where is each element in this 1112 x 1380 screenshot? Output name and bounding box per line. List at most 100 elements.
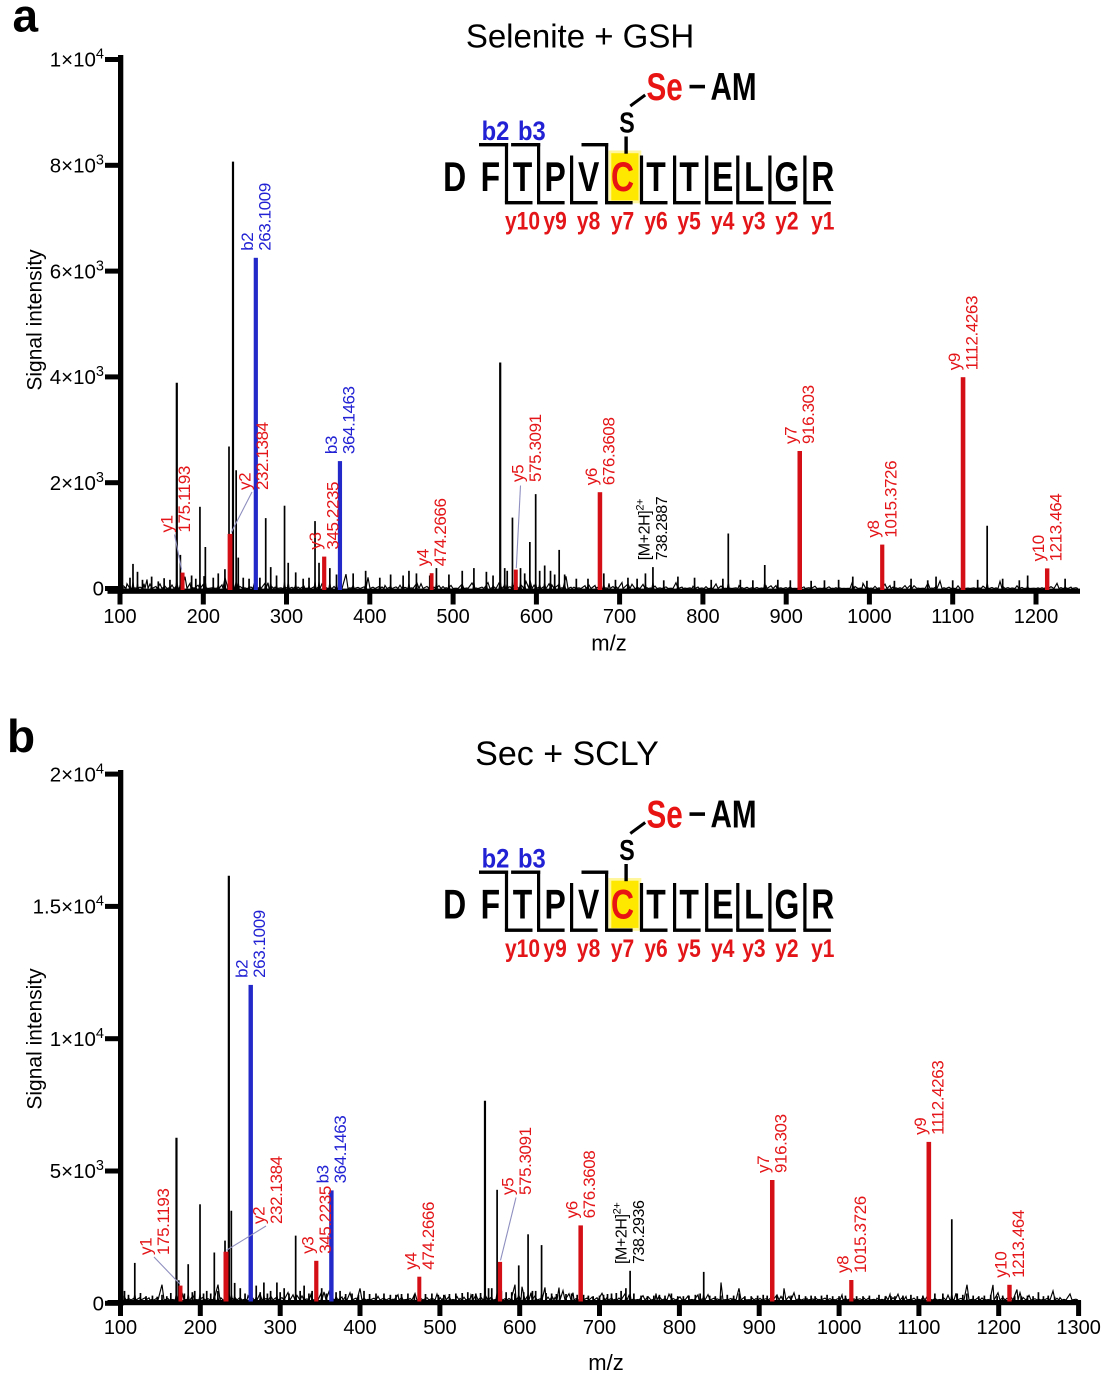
svg-text:C: C: [611, 153, 634, 200]
svg-text:0: 0: [93, 578, 104, 601]
svg-text:Sec + SCLY: Sec + SCLY: [475, 735, 659, 773]
svg-text:600: 600: [503, 1317, 536, 1339]
svg-text:y81015.3726: y81015.3726: [864, 461, 901, 538]
svg-text:R: R: [811, 880, 834, 927]
svg-text:2×104: 2×104: [50, 761, 104, 786]
svg-text:y2: y2: [775, 207, 798, 235]
svg-text:800: 800: [663, 1317, 696, 1339]
svg-text:8×103: 8×103: [50, 153, 104, 178]
svg-text:y4474.2666: y4474.2666: [414, 498, 451, 566]
svg-text:1.5×104: 1.5×104: [33, 894, 104, 919]
svg-text:Signal intensity: Signal intensity: [24, 968, 47, 1110]
svg-text:D: D: [443, 880, 466, 927]
svg-text:y1: y1: [811, 207, 834, 235]
svg-text:y5575.3091: y5575.3091: [499, 1127, 536, 1195]
svg-text:AM: AM: [711, 66, 757, 109]
svg-text:500: 500: [436, 606, 469, 628]
svg-text:C: C: [611, 880, 634, 927]
svg-text:S: S: [619, 833, 634, 866]
svg-text:b3364.1463: b3364.1463: [322, 386, 359, 454]
svg-text:b3364.1463: b3364.1463: [313, 1116, 350, 1184]
svg-text:y2232.1384: y2232.1384: [250, 1156, 287, 1224]
svg-text:y4474.2666: y4474.2666: [401, 1202, 438, 1270]
svg-text:1300: 1300: [1056, 1317, 1101, 1339]
svg-text:y8: y8: [577, 934, 600, 962]
svg-text:y2232.1384: y2232.1384: [236, 422, 273, 490]
svg-text:G: G: [774, 880, 799, 927]
svg-text:R: R: [811, 153, 834, 200]
svg-text:1200: 1200: [1014, 606, 1059, 628]
svg-text:Se: Se: [647, 66, 683, 109]
svg-text:V: V: [578, 880, 599, 927]
svg-text:100: 100: [104, 1317, 137, 1339]
svg-text:y1175.1193: y1175.1193: [137, 1189, 174, 1255]
svg-text:L: L: [744, 153, 764, 200]
svg-text:y4: y4: [711, 207, 734, 235]
svg-text:y7: y7: [611, 207, 634, 235]
svg-text:y9: y9: [543, 934, 566, 962]
svg-text:200: 200: [187, 606, 220, 628]
svg-text:y8: y8: [577, 207, 600, 235]
svg-text:400: 400: [353, 606, 386, 628]
svg-text:[M+2H]2+738.2887: [M+2H]2+ 738.2887: [634, 496, 671, 560]
svg-text:y101213.464: y101213.464: [992, 1210, 1029, 1278]
svg-text:1×104: 1×104: [50, 1026, 104, 1051]
svg-text:m/z: m/z: [588, 1350, 623, 1375]
svg-text:1100: 1100: [897, 1317, 940, 1339]
svg-text:b2: b2: [482, 117, 510, 147]
svg-text:V: V: [578, 153, 599, 200]
svg-text:1000: 1000: [817, 1317, 862, 1339]
svg-text:y3: y3: [742, 934, 765, 962]
svg-text:E: E: [712, 153, 733, 200]
svg-text:P: P: [544, 880, 565, 927]
svg-text:y101213.464: y101213.464: [1029, 494, 1066, 562]
svg-text:y6: y6: [644, 207, 667, 235]
svg-text:y3345.2235: y3345.2235: [298, 1186, 335, 1254]
svg-text:b2: b2: [482, 844, 510, 874]
svg-text:300: 300: [264, 1317, 297, 1339]
svg-text:y4: y4: [711, 934, 734, 962]
svg-text:b3: b3: [518, 117, 546, 147]
svg-text:800: 800: [686, 606, 719, 628]
svg-text:Selenite + GSH: Selenite + GSH: [466, 18, 694, 55]
svg-text:1100: 1100: [931, 606, 974, 628]
svg-text:T: T: [646, 153, 666, 200]
svg-text:900: 900: [770, 606, 803, 628]
svg-text:P: P: [544, 153, 565, 200]
svg-text:300: 300: [270, 606, 303, 628]
svg-text:T: T: [513, 880, 533, 927]
svg-text:y3: y3: [742, 207, 765, 235]
svg-text:2×103: 2×103: [50, 470, 104, 495]
svg-text:T: T: [646, 880, 666, 927]
svg-text:600: 600: [520, 606, 553, 628]
svg-text:y81015.3726: y81015.3726: [833, 1196, 870, 1273]
svg-text:F: F: [481, 153, 501, 200]
svg-text:700: 700: [583, 1317, 616, 1339]
svg-text:y10: y10: [505, 207, 540, 235]
svg-text:T: T: [679, 880, 699, 927]
svg-text:y10: y10: [505, 934, 540, 962]
svg-text:AM: AM: [711, 794, 757, 837]
svg-text:b: b: [7, 710, 35, 762]
svg-text:D: D: [443, 153, 466, 200]
svg-text:b2263.1009: b2263.1009: [238, 183, 274, 251]
svg-text:F: F: [481, 880, 501, 927]
svg-text:4×103: 4×103: [50, 364, 104, 389]
svg-text:900: 900: [743, 1317, 776, 1339]
svg-text:y91112.4263: y91112.4263: [911, 1061, 948, 1135]
svg-text:Se: Se: [647, 794, 683, 837]
svg-text:E: E: [712, 880, 733, 927]
svg-text:0: 0: [93, 1293, 104, 1316]
svg-text:m/z: m/z: [591, 631, 626, 656]
svg-text:y5: y5: [677, 207, 700, 235]
svg-text:y2: y2: [775, 934, 798, 962]
svg-text:400: 400: [343, 1317, 376, 1339]
svg-text:b2263.1009: b2263.1009: [233, 910, 270, 978]
svg-text:1000: 1000: [847, 606, 892, 628]
svg-text:S: S: [619, 106, 634, 139]
svg-text:y7916.303: y7916.303: [782, 385, 819, 444]
svg-text:y6676.3608: y6676.3608: [563, 1151, 600, 1219]
svg-text:700: 700: [603, 606, 636, 628]
svg-text:y1: y1: [811, 934, 834, 962]
svg-text:y7: y7: [611, 934, 634, 962]
